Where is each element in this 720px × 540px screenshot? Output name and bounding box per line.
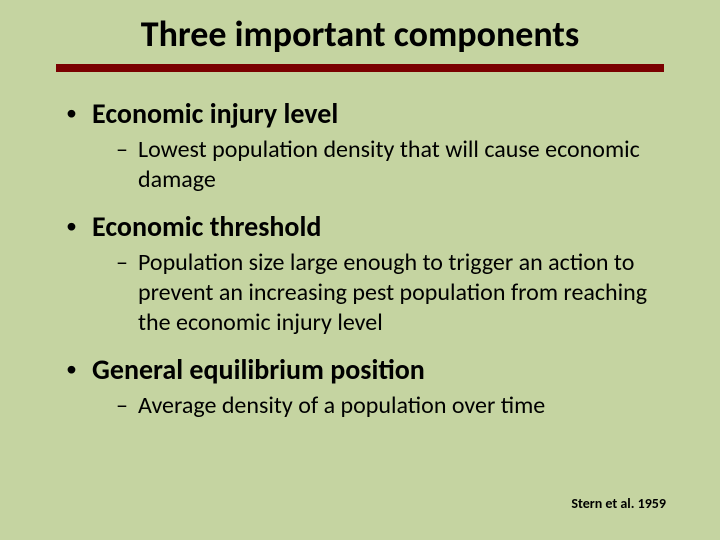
dash-icon: – — [116, 391, 128, 420]
citation: Stern et al. 1959 — [571, 495, 666, 512]
bullet-dot-icon: • — [66, 102, 77, 124]
item-text: General equilibrium position — [92, 352, 425, 387]
bullet-list: • Economic injury level – Lowest populat… — [56, 96, 664, 421]
sub-item-text: Lowest population density that will caus… — [138, 135, 664, 195]
sub-list-item: – Lowest population density that will ca… — [116, 135, 664, 195]
sub-list: – Average density of a population over t… — [92, 391, 664, 421]
sub-list: – Lowest population density that will ca… — [92, 135, 664, 195]
dash-icon: – — [116, 135, 128, 164]
dash-icon: – — [116, 248, 128, 277]
item-text: Economic threshold — [92, 209, 321, 244]
sub-item-text: Average density of a population over tim… — [138, 391, 664, 421]
list-item: • Economic threshold – Population size l… — [56, 209, 664, 338]
slide-title: Three important components — [0, 0, 720, 64]
slide: Three important components • Economic in… — [0, 0, 720, 540]
bullet-dot-icon: • — [66, 215, 77, 237]
sub-list: – Population size large enough to trigge… — [92, 248, 664, 338]
title-divider — [56, 64, 664, 72]
list-item: • General equilibrium position – Average… — [56, 352, 664, 421]
sub-list-item: – Average density of a population over t… — [116, 391, 664, 421]
item-text: Economic injury level — [92, 96, 338, 131]
content-area: • Economic injury level – Lowest populat… — [0, 72, 720, 421]
list-item: • Economic injury level – Lowest populat… — [56, 96, 664, 195]
bullet-dot-icon: • — [66, 358, 77, 380]
sub-item-text: Population size large enough to trigger … — [138, 248, 664, 338]
sub-list-item: – Population size large enough to trigge… — [116, 248, 664, 338]
